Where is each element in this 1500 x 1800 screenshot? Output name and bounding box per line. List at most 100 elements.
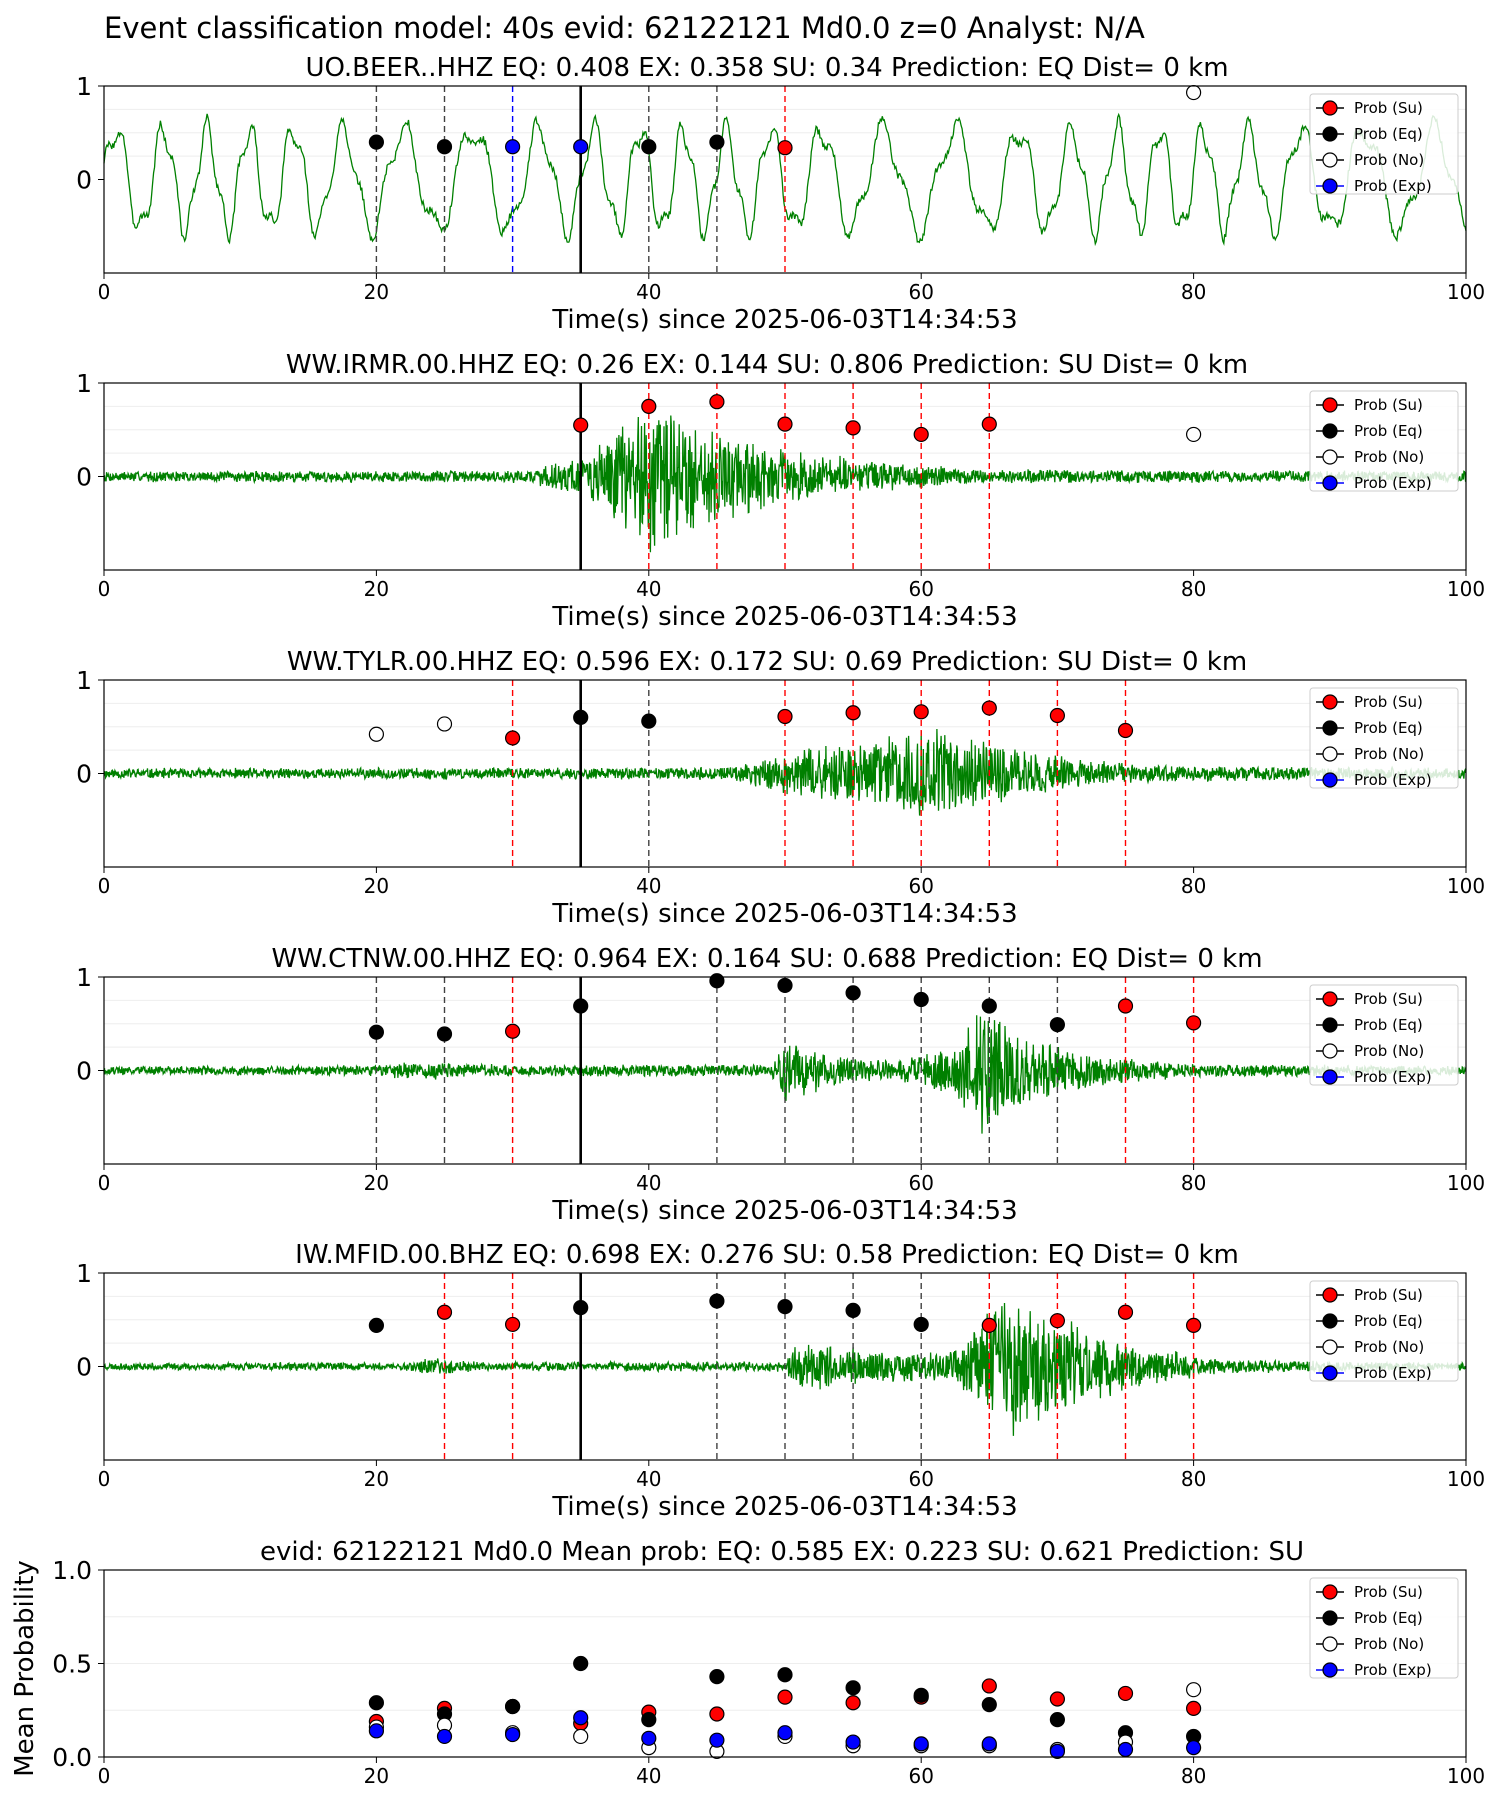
marker-no xyxy=(1185,84,1202,101)
legend-marker-su xyxy=(1322,397,1338,413)
legend-marker-eq xyxy=(1322,1313,1338,1329)
y-axis-label: Mean Probability xyxy=(10,1560,40,1777)
marker-su xyxy=(981,416,997,432)
x-tick-label: 0 xyxy=(98,280,111,304)
legend-label: Prob (Exp) xyxy=(1354,177,1432,195)
y-tick-label: 1.0 xyxy=(52,1556,92,1585)
x-tick-label: 20 xyxy=(364,1467,389,1491)
legend-label: Prob (Exp) xyxy=(1354,771,1432,789)
mean-marker-su xyxy=(845,1695,861,1711)
marker-no xyxy=(368,726,384,742)
marker-su xyxy=(1185,1317,1202,1333)
x-tick-label: 100 xyxy=(1447,577,1485,601)
x-tick-label: 40 xyxy=(636,1171,661,1195)
marker-su xyxy=(1117,998,1134,1014)
mean-marker-exp xyxy=(913,1736,929,1752)
mean-marker-su xyxy=(1185,1700,1202,1716)
legend-label: Prob (Exp) xyxy=(1354,1364,1432,1382)
mean-marker-su xyxy=(1117,1685,1134,1702)
x-tick-label: 100 xyxy=(1447,874,1485,898)
x-tick-label: 100 xyxy=(1447,1467,1485,1491)
mean-marker-eq xyxy=(368,1695,384,1711)
legend-marker-exp xyxy=(1322,1662,1338,1678)
panel-title: UO.BEER..HHZ EQ: 0.408 EX: 0.358 SU: 0.3… xyxy=(305,53,1228,83)
legend-label: Prob (Exp) xyxy=(1354,1661,1432,1679)
legend-label: Prob (No) xyxy=(1354,1635,1424,1653)
x-tick-label: 0 xyxy=(98,1764,111,1788)
legend-marker-no xyxy=(1322,152,1338,168)
legend-marker-eq xyxy=(1322,1017,1338,1033)
panel-title: WW.IRMR.00.HHZ EQ: 0.26 EX: 0.144 SU: 0.… xyxy=(286,350,1248,380)
mean-marker-eq xyxy=(913,1687,929,1703)
marker-su xyxy=(913,426,929,443)
y-tick-label: 1 xyxy=(76,666,92,695)
y-tick-label: 0 xyxy=(76,463,92,492)
legend-label: Prob (Exp) xyxy=(1354,1068,1432,1086)
legend-marker-no xyxy=(1322,1339,1338,1355)
legend-label: Prob (Eq) xyxy=(1354,1312,1423,1330)
marker-eq xyxy=(777,1299,793,1315)
marker-su xyxy=(1185,1015,1202,1031)
mean-marker-eq xyxy=(709,1668,725,1685)
y-tick-label: 0 xyxy=(76,1057,92,1086)
x-axis-label: Time(s) since 2025-06-03T14:34:53 xyxy=(551,1196,1017,1226)
x-tick-label: 20 xyxy=(364,874,389,898)
x-tick-label: 20 xyxy=(364,577,389,601)
panel-title: IW.MFID.00.BHZ EQ: 0.698 EX: 0.276 SU: 0… xyxy=(295,1240,1239,1270)
marker-su xyxy=(913,704,929,720)
x-tick-label: 80 xyxy=(1181,874,1206,898)
marker-su xyxy=(1049,1313,1066,1329)
marker-eq xyxy=(641,139,657,155)
legend-marker-eq xyxy=(1322,720,1338,736)
marker-su xyxy=(709,394,725,410)
mean-marker-eq xyxy=(777,1667,793,1683)
x-tick-label: 60 xyxy=(908,280,933,304)
marker-eq xyxy=(981,998,997,1014)
legend-marker-exp xyxy=(1322,178,1338,194)
mean-marker-exp xyxy=(981,1736,997,1752)
mean-marker-eq xyxy=(573,1655,589,1672)
x-tick-label: 100 xyxy=(1447,1764,1485,1788)
x-tick-label: 80 xyxy=(1181,1171,1206,1195)
panel-title: WW.TYLR.00.HHZ EQ: 0.596 EX: 0.172 SU: 0… xyxy=(287,647,1247,677)
legend-marker-exp xyxy=(1322,772,1338,788)
x-tick-label: 60 xyxy=(908,874,933,898)
x-tick-label: 100 xyxy=(1447,280,1485,304)
x-tick-label: 20 xyxy=(364,1171,389,1195)
marker-su xyxy=(845,420,861,436)
x-tick-label: 0 xyxy=(98,874,111,898)
marker-no xyxy=(436,716,453,732)
legend-label: Prob (Eq) xyxy=(1354,1609,1423,1627)
marker-eq xyxy=(1049,1017,1066,1033)
x-tick-label: 0 xyxy=(98,1171,111,1195)
y-tick-label: 1 xyxy=(76,72,92,101)
y-tick-label: 1 xyxy=(76,369,92,398)
legend-label: Prob (Eq) xyxy=(1354,719,1423,737)
y-tick-label: 0.0 xyxy=(52,1743,92,1772)
marker-su xyxy=(845,705,861,721)
legend-label: Prob (Eq) xyxy=(1354,422,1423,440)
legend-marker-no xyxy=(1322,449,1338,465)
legend-label: Prob (No) xyxy=(1354,448,1424,466)
x-tick-label: 0 xyxy=(98,1467,111,1491)
marker-su xyxy=(504,730,521,746)
marker-eq xyxy=(709,1293,725,1309)
marker-su xyxy=(573,417,589,433)
legend-marker-su xyxy=(1322,100,1338,116)
marker-su xyxy=(981,1317,997,1333)
panel-title: WW.CTNW.00.HHZ EQ: 0.964 EX: 0.164 SU: 0… xyxy=(271,944,1262,974)
legend-box xyxy=(1309,984,1459,1086)
mean-marker-eq xyxy=(504,1698,521,1715)
x-tick-label: 60 xyxy=(908,577,933,601)
marker-su xyxy=(1117,722,1134,739)
mean-marker-exp xyxy=(368,1723,384,1739)
mean-marker-su xyxy=(777,1689,793,1705)
marker-exp xyxy=(573,139,589,155)
marker-eq xyxy=(777,977,793,994)
legend-label: Prob (No) xyxy=(1354,1338,1424,1356)
legend-label: Prob (Eq) xyxy=(1354,125,1423,143)
